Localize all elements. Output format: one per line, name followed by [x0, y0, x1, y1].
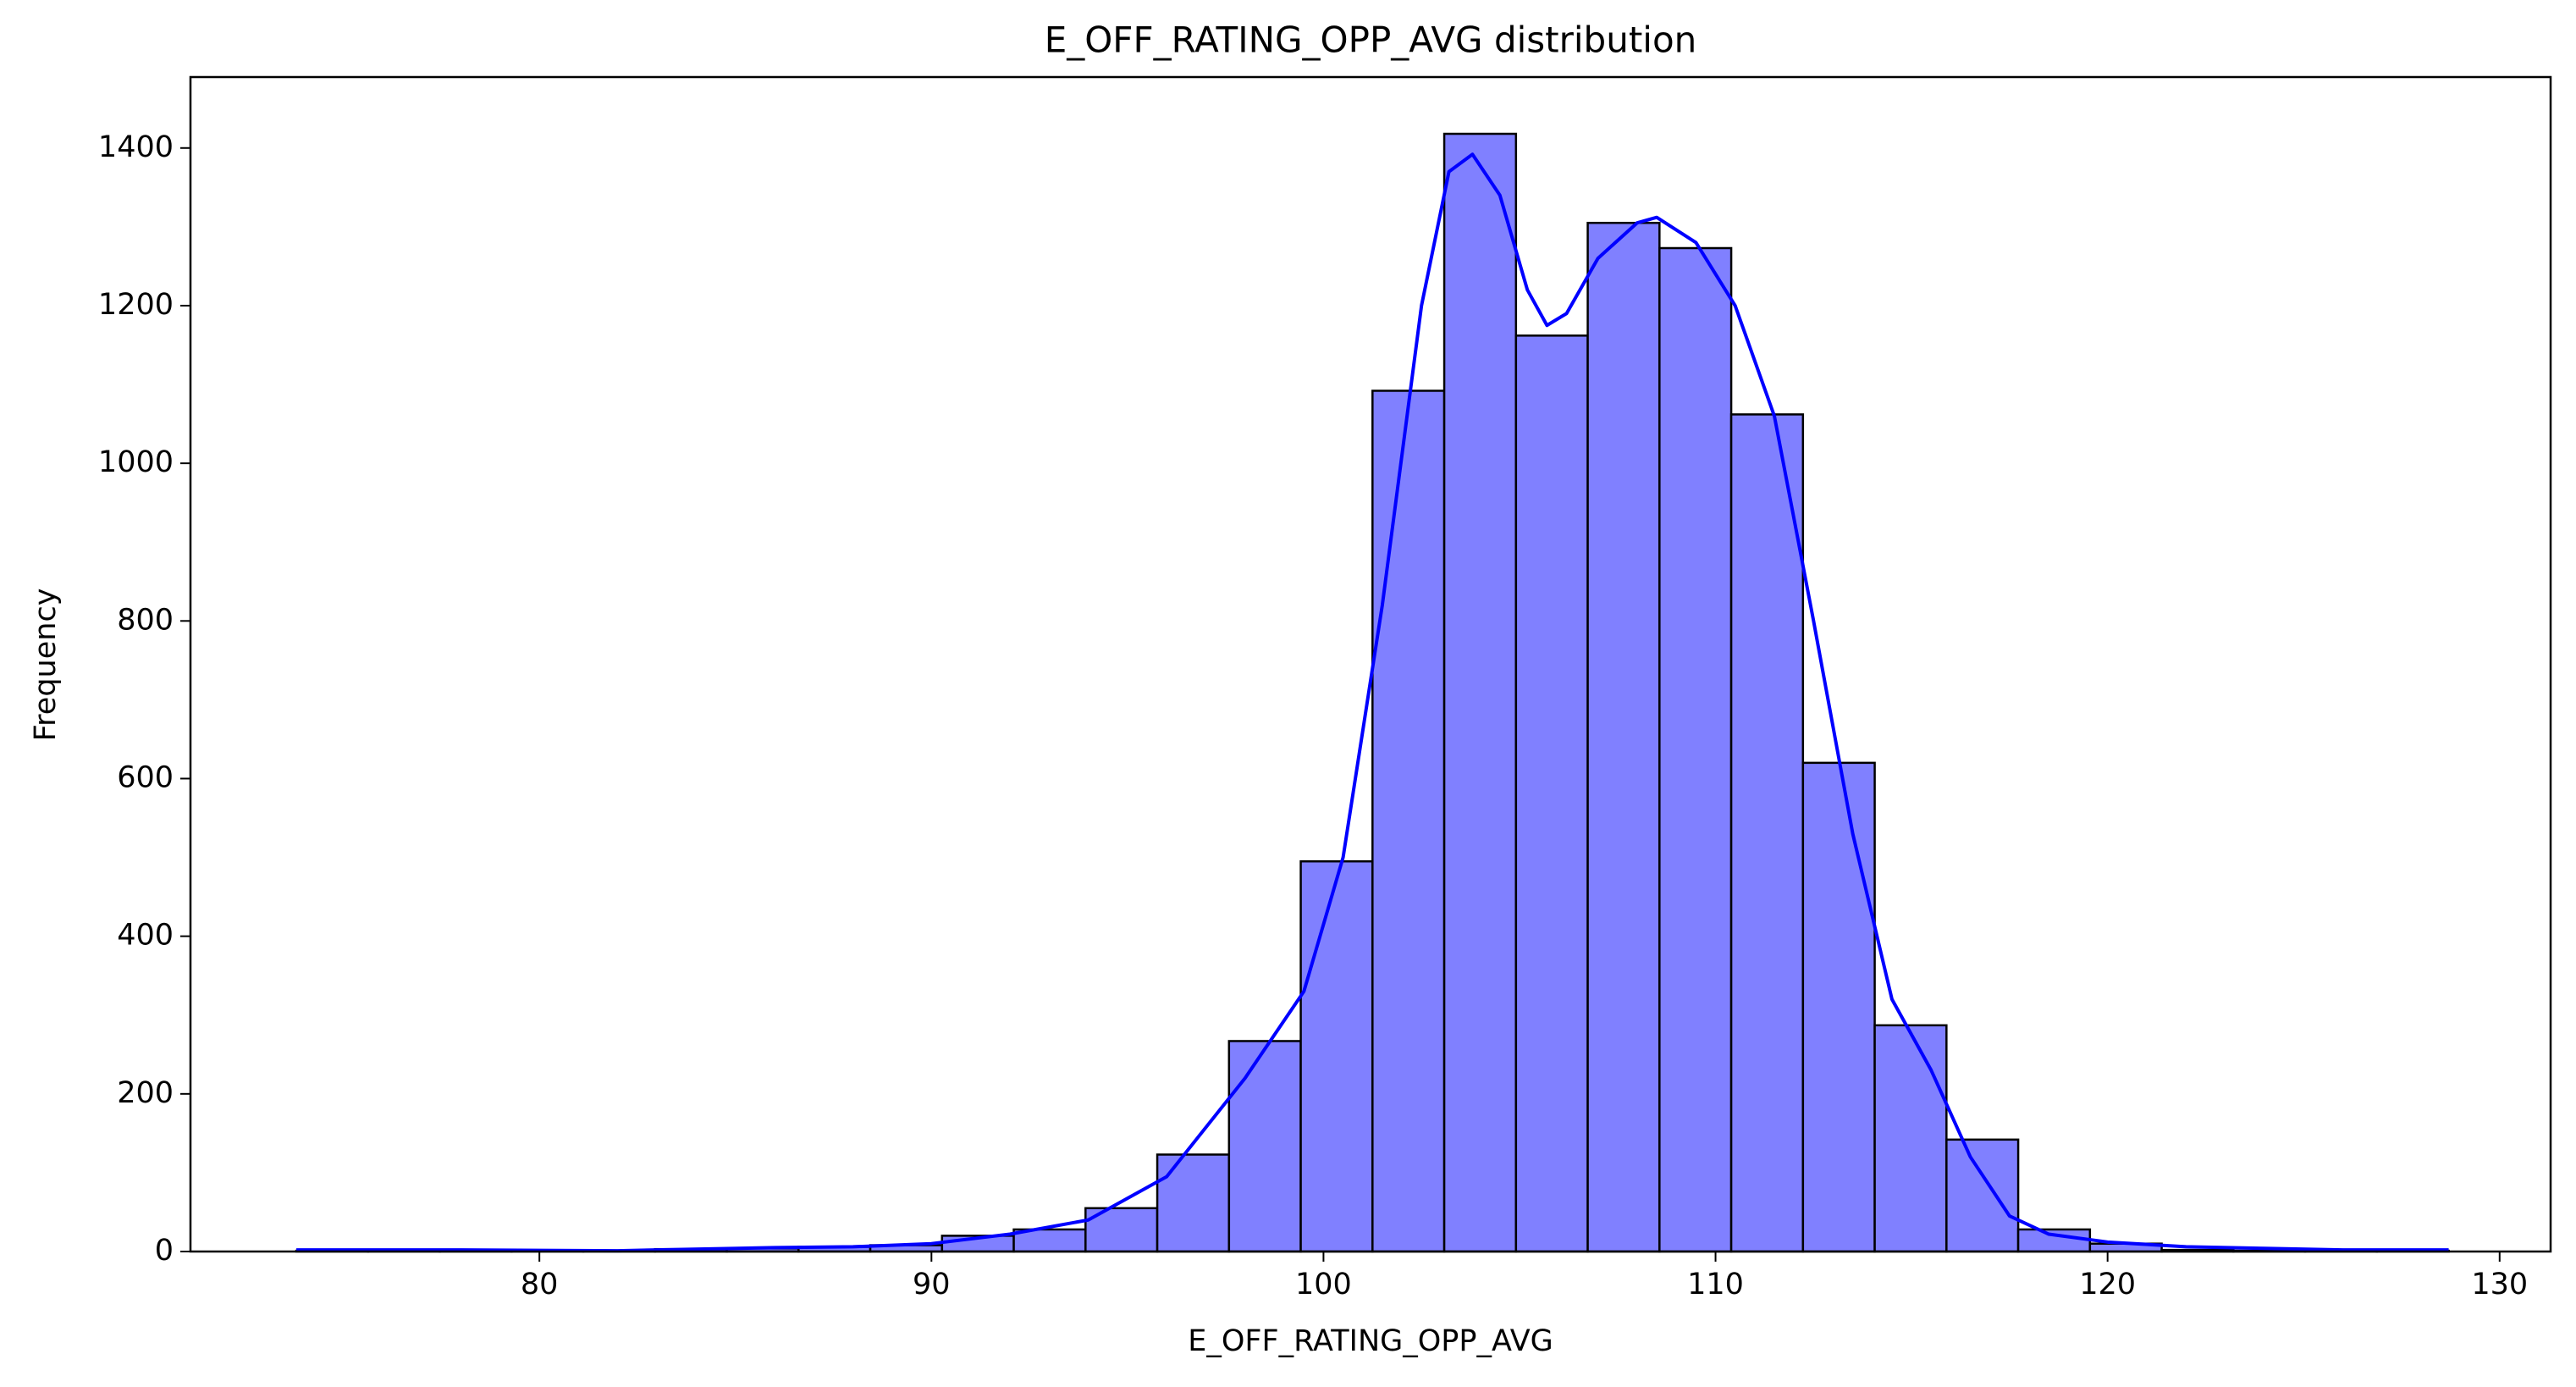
- y-axis-label: Frequency: [29, 589, 63, 742]
- bar: [1729, 413, 1805, 1253]
- bar: [1299, 859, 1374, 1253]
- y-tick-label: 400: [117, 919, 174, 953]
- x-tick-label: 90: [913, 1268, 951, 1301]
- y-tick-label: 0: [155, 1234, 174, 1268]
- x-tick-label: 100: [1295, 1268, 1352, 1301]
- x-tick-label: 80: [521, 1268, 559, 1301]
- y-tick-label: 600: [117, 760, 174, 794]
- x-tick-label: 130: [2471, 1268, 2528, 1301]
- kde-line: [296, 152, 2449, 1253]
- bar: [2016, 1228, 2092, 1253]
- plot-frame: [189, 75, 2552, 1253]
- y-tick-label: 200: [117, 1076, 174, 1110]
- y-tick-label: 1200: [98, 288, 174, 322]
- bar: [1156, 1153, 1231, 1253]
- bar: [1658, 246, 1733, 1253]
- y-tick-label: 800: [117, 603, 174, 637]
- x-tick-label: 110: [1687, 1268, 1744, 1301]
- y-tick-label: 1400: [98, 130, 174, 164]
- bar: [1442, 132, 1518, 1253]
- bar: [1371, 390, 1446, 1253]
- bar: [1586, 221, 1661, 1253]
- x-tick-label: 120: [2079, 1268, 2136, 1301]
- bar: [1945, 1138, 2020, 1253]
- bar: [1514, 334, 1589, 1253]
- bar: [1227, 1040, 1302, 1253]
- chart-title: E_OFF_RATING_OPP_AVG distribution: [1045, 19, 1697, 61]
- bar: [1801, 761, 1876, 1253]
- y-tick-label: 1000: [98, 445, 174, 479]
- bar: [1873, 1024, 1948, 1253]
- x-axis-label: E_OFF_RATING_OPP_AVG: [1188, 1324, 1553, 1358]
